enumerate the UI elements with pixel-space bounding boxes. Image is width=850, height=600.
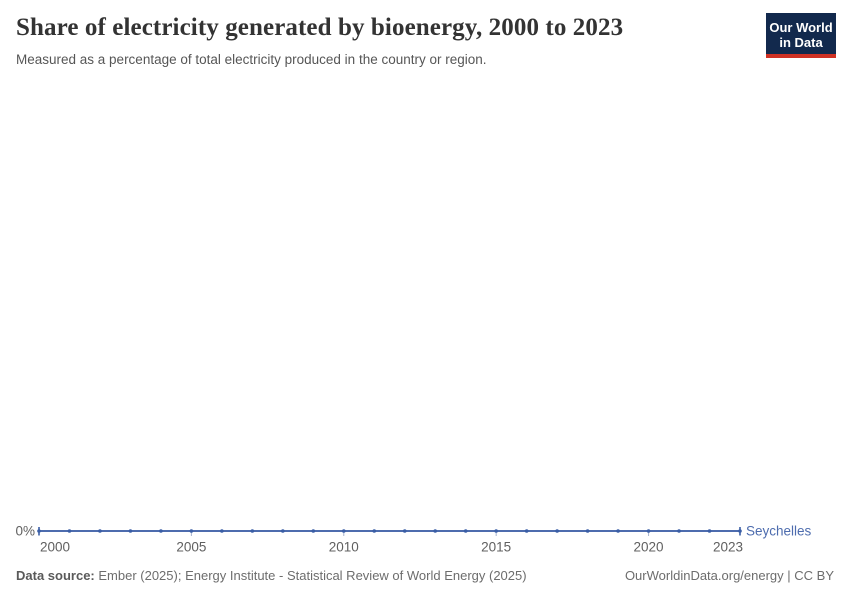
x-axis-label: 2000 — [40, 540, 70, 555]
data-source-line: Data source: Ember (2025); Energy Instit… — [16, 568, 527, 583]
data-source-label: Data source: — [16, 568, 95, 583]
data-point — [585, 529, 590, 533]
data-point — [189, 529, 194, 533]
data-point — [372, 529, 377, 533]
data-point — [402, 529, 407, 533]
data-point — [250, 529, 255, 533]
data-point — [281, 529, 285, 533]
chart-plot-area[interactable]: 2000 2005 2010 2015 2020 2023 0% Seychelles — [0, 500, 850, 560]
data-point — [37, 529, 41, 533]
data-point — [738, 529, 742, 533]
page-title: Share of electricity generated by bioene… — [16, 14, 624, 41]
chart-subtitle: Measured as a percentage of total electr… — [16, 52, 487, 67]
x-axis-label: 2015 — [481, 540, 511, 555]
y-axis-label: 0% — [15, 524, 35, 539]
owid-logo-line2: in Data — [779, 35, 823, 50]
data-point — [463, 529, 468, 533]
x-axis-label: 2023 — [713, 540, 743, 555]
chart-canvas[interactable]: 2000 2005 2010 2015 2020 2023 0% Seychelles — [0, 500, 850, 560]
series-label[interactable]: Seychelles — [746, 524, 812, 539]
data-point — [220, 529, 224, 533]
x-axis-label: 2005 — [176, 540, 206, 555]
data-point — [98, 529, 102, 533]
data-point — [494, 529, 498, 533]
data-point — [707, 529, 712, 533]
chart-footer: Data source: Ember (2025); Energy Instit… — [16, 568, 834, 583]
data-point — [646, 529, 651, 533]
data-point — [67, 529, 72, 533]
data-point — [555, 529, 559, 533]
owid-logo-line1: Our World — [769, 20, 833, 35]
credit-link[interactable]: OurWorldinData.org/energy | CC BY — [624, 568, 834, 583]
data-point — [159, 529, 163, 533]
data-point — [677, 529, 681, 533]
x-axis-label: 2010 — [329, 540, 359, 555]
data-point — [616, 529, 620, 533]
data-point — [524, 529, 529, 533]
data-point — [128, 529, 133, 533]
data-point — [433, 529, 438, 533]
data-point — [311, 529, 316, 533]
data-point — [341, 529, 346, 533]
x-axis-label: 2020 — [634, 540, 664, 555]
owid-logo[interactable]: Our World in Data — [766, 13, 836, 58]
data-source-text: Ember (2025); Energy Institute - Statist… — [94, 568, 527, 583]
